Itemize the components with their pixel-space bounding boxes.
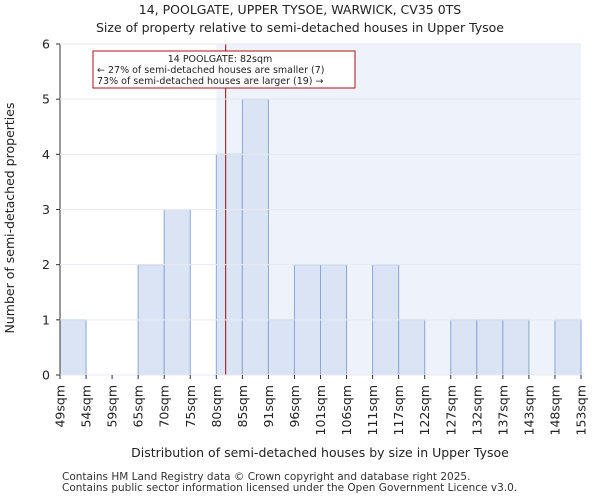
y-ticks: 0 1 2 3 4 5 6 [42, 37, 581, 383]
y-tick-label: 2 [42, 257, 50, 272]
y-tick-label: 5 [42, 92, 50, 107]
y-tick-label: 3 [42, 202, 50, 217]
bar [554, 319, 582, 376]
footer-line-2: Contains public sector information licen… [62, 482, 518, 494]
y-tick-label: 0 [42, 368, 50, 383]
bar [450, 319, 478, 376]
x-tick-label: 85sqm [235, 385, 250, 428]
y-tick-label: 6 [42, 37, 50, 52]
x-tick-label: 148sqm [547, 385, 562, 435]
bar [267, 319, 295, 376]
x-axis-title: Distribution of semi-detached houses by … [131, 445, 509, 460]
x-tick-label: 96sqm [287, 385, 302, 428]
x-tick-label: 70sqm [157, 385, 172, 428]
x-tick-label: 111sqm [365, 385, 380, 435]
x-tick-label: 132sqm [469, 385, 484, 435]
title-line: 14, POOLGATE, UPPER TYSOE, WARWICK, CV35… [138, 2, 462, 17]
x-tick-label: 101sqm [313, 385, 328, 435]
subtitle-line: Size of property relative to semi-detach… [95, 20, 505, 35]
annotation-box: 14 POOLGATE: 82sqm ← 27% of semi-detache… [92, 50, 356, 89]
annotation-line-2: ← 27% of semi-detached houses are smalle… [97, 65, 325, 76]
bar [502, 319, 530, 376]
x-tick-label: 106sqm [339, 385, 354, 435]
y-tick-label: 1 [42, 312, 50, 327]
bar [59, 319, 87, 376]
footer-attribution: Contains HM Land Registry data © Crown c… [62, 472, 517, 494]
x-tick-label: 137sqm [495, 385, 510, 435]
x-tick-label: 122sqm [417, 385, 432, 435]
x-ticks: 49sqm 54sqm 59sqm 65sqm 70sqm 75sqm 80sqm 85sqm… [53, 375, 589, 435]
x-tick-label: 49sqm [53, 385, 68, 428]
x-tick-label: 75sqm [183, 385, 198, 428]
x-tick-label: 54sqm [79, 385, 94, 428]
annotation-line-3: 73% of semi-detached houses are larger (… [97, 76, 324, 87]
bar-chart: 14 POOLGATE: 82sqm ← 27% of semi-detache… [2, 37, 589, 461]
annotation-border [92, 50, 356, 89]
x-tick-label: 59sqm [105, 385, 120, 428]
bar [241, 98, 269, 376]
bar [476, 319, 504, 376]
x-tick-label: 153sqm [574, 385, 589, 435]
y-tick-label: 4 [42, 147, 50, 162]
x-tick-label: 127sqm [443, 385, 458, 435]
x-tick-label: 80sqm [209, 385, 224, 428]
x-tick-label: 91sqm [261, 385, 276, 428]
annotation-line-1: 14 POOLGATE: 82sqm [168, 54, 273, 65]
bar [163, 209, 191, 376]
x-tick-label: 65sqm [131, 385, 146, 428]
x-tick-label: 117sqm [391, 385, 406, 435]
x-tick-label: 143sqm [521, 385, 536, 435]
chart-title: 14, POOLGATE, UPPER TYSOE, WARWICK, CV35… [0, 1, 600, 37]
bar [398, 319, 426, 376]
y-axis-title: Number of semi-detached properties [2, 103, 17, 334]
footer-line-1: Contains HM Land Registry data © Crown c… [62, 471, 471, 483]
